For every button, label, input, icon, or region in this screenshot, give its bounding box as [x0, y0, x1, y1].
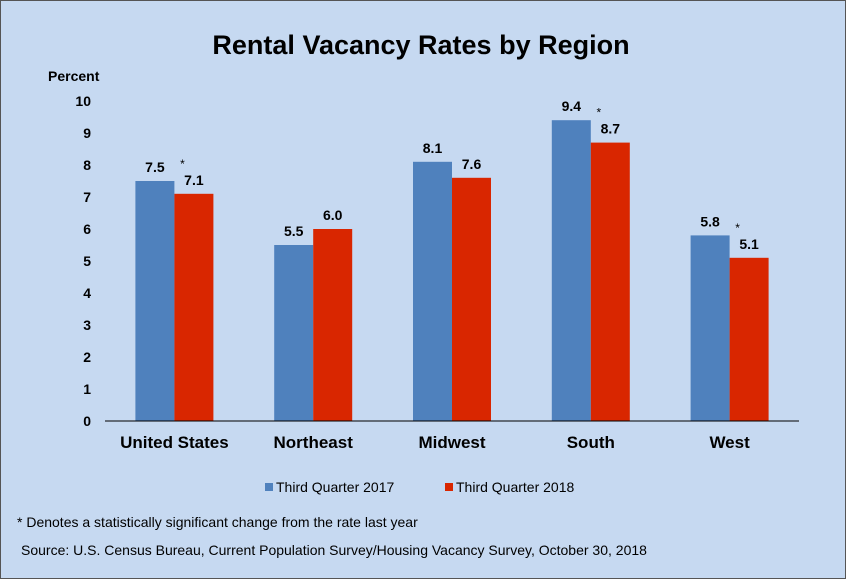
y-tick-label: 2 — [83, 349, 91, 365]
bar-2018 — [313, 229, 353, 421]
y-tick-label: 0 — [83, 413, 91, 429]
bar-2018 — [452, 177, 491, 421]
significance-asterisk: * — [180, 157, 185, 171]
y-tick-label: 10 — [75, 93, 91, 109]
bar-2018 — [729, 257, 769, 421]
bar-value-label: 8.1 — [423, 140, 443, 156]
bar-value-labels: 7.5 7.1 5.5 6.0 8.1 7.6 9.4 8.7 5.8 5.1 — [145, 98, 759, 252]
bar-2017 — [551, 120, 591, 421]
bar-value-label: 5.8 — [700, 213, 720, 229]
y-axis-ticks: 0 1 2 3 4 5 6 7 8 9 10 — [75, 93, 91, 429]
bar-2017 — [413, 161, 452, 422]
legend-swatch-2018 — [445, 483, 453, 491]
chart-title: Rental Vacancy Rates by Region — [212, 30, 629, 60]
significance-footnote: * Denotes a statistically significant ch… — [17, 514, 418, 530]
x-axis-category-labels: United States Northeast Midwest South West — [120, 433, 750, 452]
y-tick-label: 9 — [83, 125, 91, 141]
bar-2017 — [690, 235, 730, 421]
bar-value-label: 6.0 — [323, 207, 343, 223]
y-axis-label: Percent — [48, 68, 100, 84]
bar-value-label: 7.5 — [145, 159, 165, 175]
bar-value-label: 5.5 — [284, 223, 304, 239]
y-tick-label: 5 — [83, 253, 91, 269]
bar-value-label: 9.4 — [562, 98, 582, 114]
significance-markers: * * * — [180, 106, 740, 235]
x-category-label: West — [709, 433, 750, 452]
significance-asterisk: * — [735, 221, 740, 235]
x-category-label: United States — [120, 433, 229, 452]
legend-label: Third Quarter 2018 — [456, 479, 574, 495]
bar-value-label: 7.1 — [184, 172, 204, 188]
y-tick-label: 8 — [83, 157, 91, 173]
source-note: Source: U.S. Census Bureau, Current Popu… — [21, 542, 647, 558]
x-category-label: South — [567, 433, 615, 452]
bar-2017 — [274, 245, 314, 421]
bar-value-label: 5.1 — [739, 236, 759, 252]
y-tick-label: 1 — [83, 381, 91, 397]
bar-2018 — [590, 142, 630, 421]
x-category-label: Northeast — [274, 433, 354, 452]
bar-2018 — [174, 193, 214, 421]
legend-swatch-2017 — [265, 483, 273, 491]
bar-value-label: 7.6 — [462, 156, 482, 172]
bar-value-label: 8.7 — [601, 121, 621, 137]
y-tick-label: 7 — [83, 189, 91, 205]
significance-asterisk: * — [596, 106, 601, 120]
bar-series — [135, 120, 769, 422]
y-tick-label: 3 — [83, 317, 91, 333]
bar-2017 — [135, 181, 175, 421]
legend: Third Quarter 2017 Third Quarter 2018 — [265, 479, 574, 495]
y-tick-label: 4 — [83, 285, 91, 301]
x-category-label: Midwest — [418, 433, 485, 452]
legend-label: Third Quarter 2017 — [276, 479, 394, 495]
y-tick-label: 6 — [83, 221, 91, 237]
